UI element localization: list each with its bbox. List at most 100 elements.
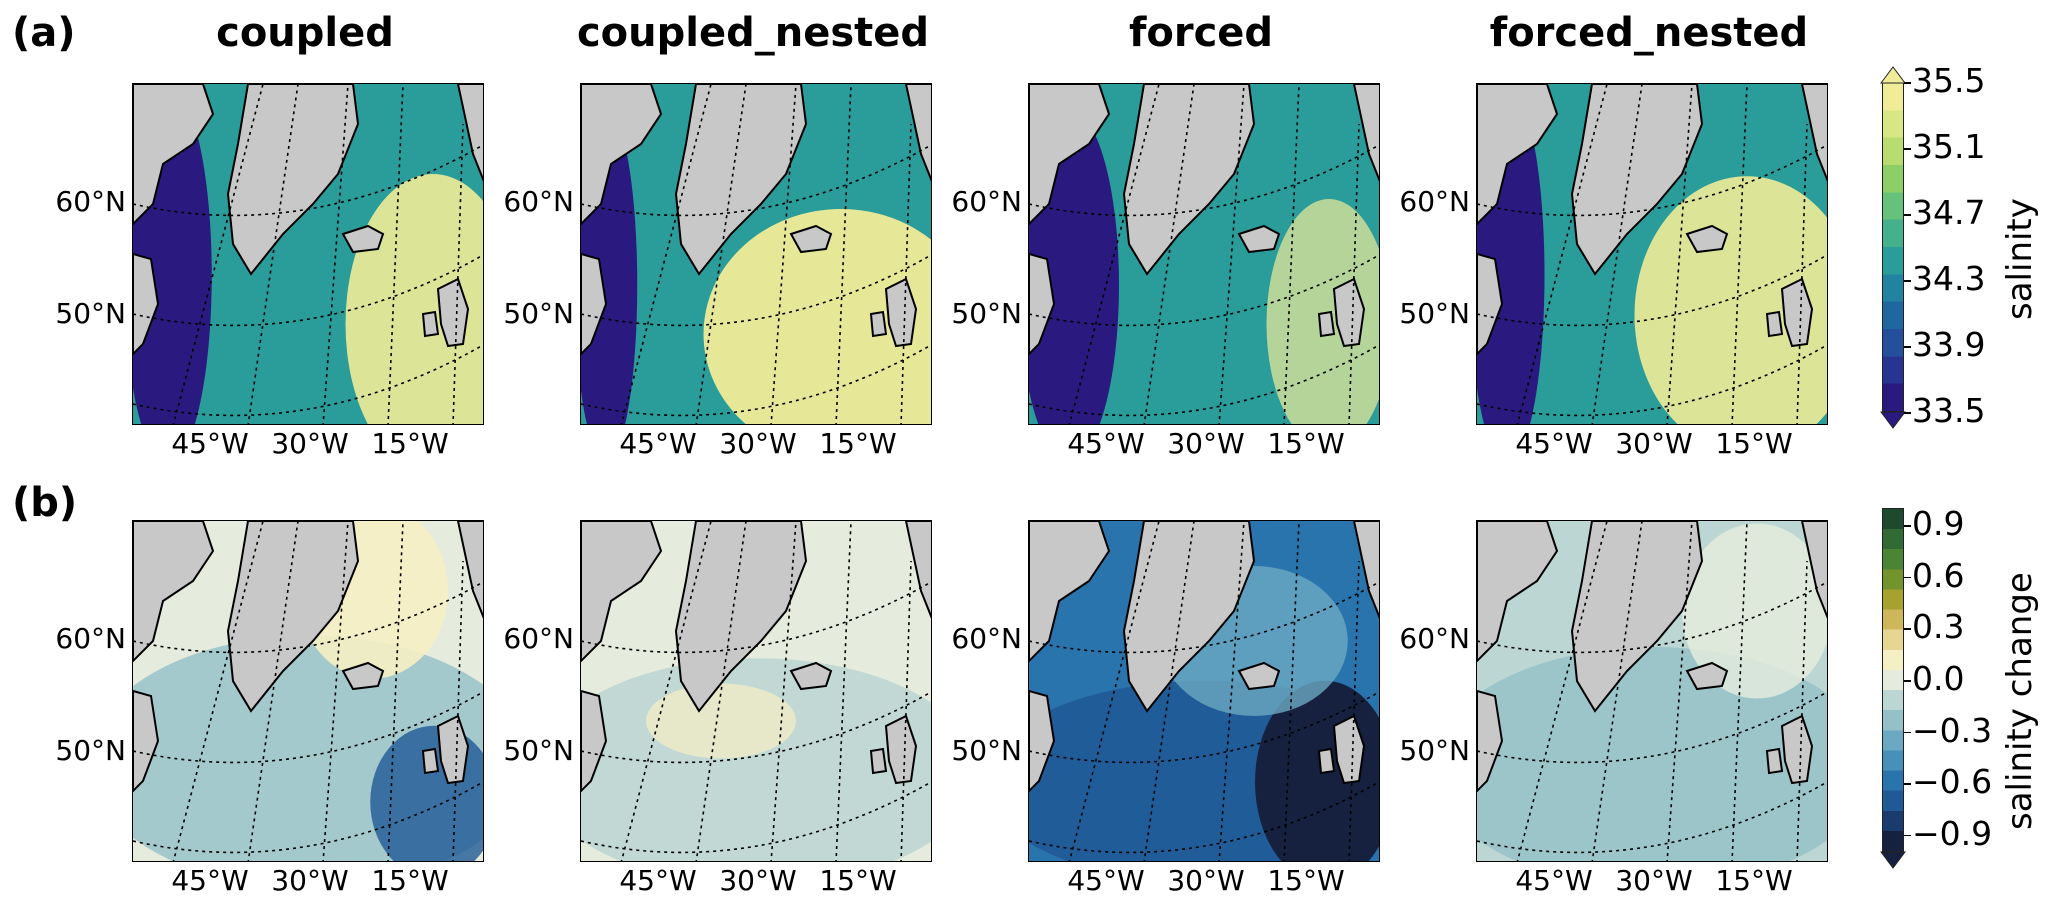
latitude-label: 50°N [951,734,1022,767]
latitude-label: 60°N [55,622,126,655]
column-title-coupled: coupled [216,10,394,56]
ireland-landmass [869,310,888,338]
graticule-meridian [695,521,747,861]
colorbar-tick-label: 0.9 [1912,504,1965,544]
iceland-landmass [789,224,833,254]
greenland-landmass [226,84,360,276]
graticule-parallel [133,581,483,654]
ireland-landmass [1317,747,1336,775]
graticule-parallel [133,144,483,217]
graticule-meridian [1731,521,1748,861]
longitude-label: 45°W [619,427,697,460]
graticule-meridian [322,84,349,424]
longitude-label: 30°W [271,864,349,897]
colorbar-tick-mark [1904,680,1911,682]
scandinavia-landmass [1352,521,1379,619]
graticule-parallel [1029,691,1379,764]
colorbar-tick-label: 33.5 [1912,391,1986,430]
canada-landmass [1477,84,1559,226]
canada-landmass [133,521,215,663]
graticule-meridian [835,521,852,861]
iceland-landmass [1685,224,1729,254]
ireland-landmass [1765,310,1784,338]
graticule-parallel [1029,144,1379,217]
graticule-parallel [1477,254,1827,327]
map-panel-b-forced [1028,520,1380,862]
longitude-label: 30°W [1615,427,1693,460]
graticule-parallel [133,254,483,327]
graticule-parallel [1477,581,1827,654]
graticule-parallel [133,344,483,417]
graticule-meridian [695,84,747,424]
graticule-parallel [1029,581,1379,654]
scandinavia-landmass [456,84,483,182]
colorbar-tick-label: 0.0 [1912,659,1965,698]
colorbar-tick-mark [1904,148,1911,150]
graticule-meridian [172,84,264,424]
labrador-landmass [1477,252,1504,356]
graticule-meridian [770,84,797,424]
colorbar-salinity-change-bottom-arrow [1880,851,1906,869]
canada-landmass [581,521,663,663]
latitude-label: 60°N [503,622,574,655]
colorbar-tick-mark [1904,576,1911,579]
graticule-meridian [172,521,264,861]
colorbar-salinity-top-arrow [1880,66,1906,84]
graticule-meridian [1068,521,1160,861]
iceland-landmass [1237,661,1281,691]
map-panel-a-coupled-nested [580,83,932,425]
graticule-meridian [1516,84,1608,424]
longitude-label: 15°W [371,427,449,460]
longitude-label: 45°W [1067,427,1145,460]
graticule-parallel [581,781,931,854]
panel-label-a: (a) [12,10,76,56]
graticule-parallel [581,254,931,327]
graticule-meridian [247,84,299,424]
colorbar-tick-label: −0.3 [1912,710,1993,750]
graticule-meridian [387,84,404,424]
greenland-landmass [674,84,808,276]
graticule-parallel [1477,691,1827,764]
graticule-meridian [1283,521,1300,861]
graticule-meridian [1666,521,1693,861]
graticule-parallel [1029,344,1379,417]
map-panel-a-coupled [132,83,484,425]
graticule-parallel [581,691,931,764]
scandinavia-landmass [1800,84,1827,182]
canada-landmass [133,84,215,226]
graticule-parallel [581,144,931,217]
latitude-label: 50°N [1399,734,1470,767]
scandinavia-landmass [456,521,483,619]
map-panel-b-coupled-nested [580,520,932,862]
graticule-meridian [1068,84,1160,424]
column-title-coupled-nested: coupled_nested [576,10,930,56]
canada-landmass [581,84,663,226]
graticule-meridian [452,123,464,424]
map-panel-b-coupled [132,520,484,862]
colorbar-tick-label: 33.9 [1912,325,1986,364]
column-title-forced-nested: forced_nested [1489,10,1809,56]
column-title-forced: forced [1128,10,1274,56]
graticule-meridian [1143,84,1195,424]
graticule-meridian [1666,84,1693,424]
colorbar-tick-mark [1904,280,1911,282]
colorbar-tick-mark [1904,783,1911,785]
graticule-meridian [900,560,912,861]
graticule-meridian [620,84,712,424]
iceland-landmass [1685,661,1729,691]
graticule-parallel [1029,781,1379,854]
longitude-label: 45°W [171,864,249,897]
colorbar-tick-label: −0.6 [1912,762,1993,802]
longitude-label: 30°W [271,427,349,460]
graticule-parallel [581,344,931,417]
latitude-label: 50°N [55,734,126,767]
canada-landmass [1029,84,1111,226]
iceland-landmass [341,661,385,691]
colorbar-tick-label: 35.1 [1912,127,1986,166]
longitude-label: 45°W [1515,864,1593,897]
graticule-parallel [1477,781,1827,854]
colorbar-tick-label: 34.3 [1912,259,1986,298]
greenland-landmass [1122,521,1256,713]
latitude-label: 60°N [503,185,574,218]
latitude-label: 60°N [55,185,126,218]
